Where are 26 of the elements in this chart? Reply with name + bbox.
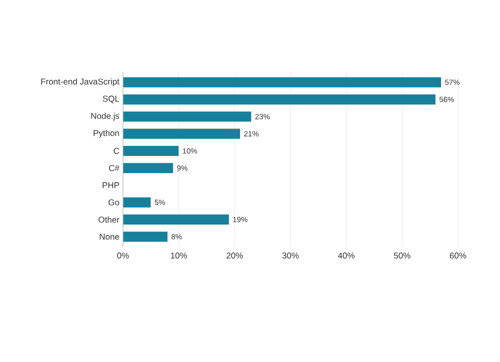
bar: [122, 162, 174, 174]
x-tick-label: 60%: [450, 252, 466, 259]
y-tick-label: Front-end JavaScript: [41, 78, 120, 86]
x-tick-label: 10%: [170, 252, 188, 259]
y-tick-label: C: [114, 148, 120, 154]
x-tick-label: 20%: [226, 252, 243, 259]
bar: [122, 128, 240, 140]
bar: [122, 196, 152, 208]
x-tick-label: 30%: [282, 252, 299, 259]
bar: [122, 76, 442, 88]
bar: [122, 145, 180, 156]
y-tick-label: None: [100, 234, 120, 240]
bar: [122, 94, 436, 105]
y-tick-label: Go: [108, 199, 120, 206]
y-tick-label: Node.js: [91, 112, 120, 121]
x-tick-label: 50%: [394, 252, 410, 259]
y-tick-label: C#: [109, 165, 120, 172]
y-tick-label: PHP: [102, 182, 120, 188]
x-tick-label: 40%: [338, 252, 355, 259]
y-tick-label: SQL: [102, 96, 120, 104]
bar: [122, 111, 252, 122]
y-tick-label: Other: [98, 216, 120, 223]
bar: [122, 214, 230, 225]
x-tick-label: 0%: [117, 252, 129, 259]
bar: [122, 231, 168, 242]
y-tick-label: Python: [94, 130, 119, 138]
